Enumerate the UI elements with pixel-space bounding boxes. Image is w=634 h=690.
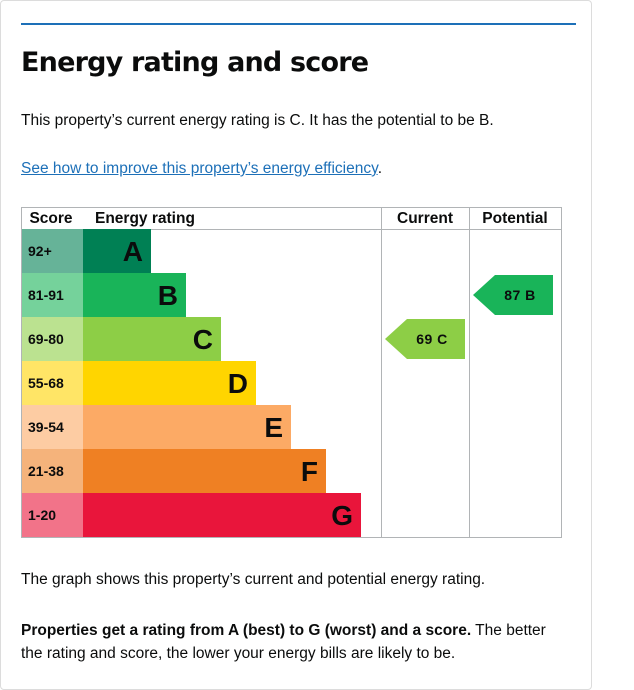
rating-bar-b: [83, 273, 186, 317]
score-cell-g: [22, 493, 84, 537]
rating-bar-g: [83, 493, 361, 537]
section-divider: [21, 23, 576, 25]
link-suffix: .: [377, 160, 382, 177]
score-cell-d: [22, 361, 84, 405]
current-arrow: [385, 319, 465, 359]
current-rating-summary: This property’s current energy rating is…: [21, 112, 494, 129]
rating-bar-d: [83, 361, 256, 405]
energy-rating-card: Energy rating and score This property’s …: [0, 0, 592, 690]
chart-bands: 92+ A 81-91 B 69-80 C 55-68 D 39-54 E 21-38 F 1-20 G: [22, 229, 361, 537]
rating-bar-c: [83, 317, 221, 361]
chart-border: [21, 207, 562, 538]
rating-explanation-rest: The better the rating and score, the low…: [21, 622, 546, 662]
score-range-f: 21-38: [28, 463, 64, 479]
rating-bar-a: [83, 229, 151, 273]
rating-letter-f: F: [301, 456, 318, 487]
chart-headers: Score Energy rating Current Potential: [29, 210, 547, 227]
score-range-a: 92+: [28, 243, 52, 259]
potential-arrow: [473, 275, 553, 315]
rating-letter-e: E: [264, 412, 283, 443]
rating-bar-e: [83, 405, 291, 449]
score-cell-b: [22, 273, 84, 317]
rating-bar-f: [83, 449, 326, 493]
graph-caption: The graph shows this property’s current …: [21, 571, 486, 588]
potential-rating-label: 87 B: [504, 287, 536, 303]
score-cell-e: [22, 405, 84, 449]
score-cell-a: [22, 229, 84, 273]
page-title: Energy rating and score: [21, 47, 369, 78]
improve-link-line: See how to improve this property’s energ…: [21, 160, 382, 178]
rating-explanation-bold: Properties get a rating from A (best) to…: [21, 622, 472, 639]
score-range-g: 1-20: [28, 507, 56, 523]
rating-letter-d: D: [228, 368, 248, 399]
header-energy-rating: Energy rating: [95, 210, 195, 227]
score-range-c: 69-80: [28, 331, 64, 347]
rating-letter-b: B: [158, 280, 178, 311]
rating-letter-a: A: [123, 236, 143, 267]
rating-letter-c: C: [193, 324, 213, 355]
score-range-b: 81-91: [28, 287, 64, 303]
header-current: Current: [397, 210, 453, 227]
improve-efficiency-link[interactable]: See how to improve this property’s energ…: [21, 160, 378, 177]
score-cell-c: [22, 317, 84, 361]
header-score: Score: [29, 210, 72, 227]
chart-arrows: 69 C 87 B: [385, 275, 553, 359]
rating-explanation: Properties get a rating from A (best) to…: [21, 619, 571, 665]
score-cell-f: [22, 449, 84, 493]
current-rating-label: 69 C: [416, 331, 448, 347]
score-range-e: 39-54: [28, 419, 64, 435]
score-range-d: 55-68: [28, 375, 64, 391]
header-potential: Potential: [482, 210, 547, 227]
rating-letter-g: G: [331, 500, 353, 531]
energy-rating-chart: Score Energy rating Current Potential 92+ A 8…: [21, 207, 562, 538]
